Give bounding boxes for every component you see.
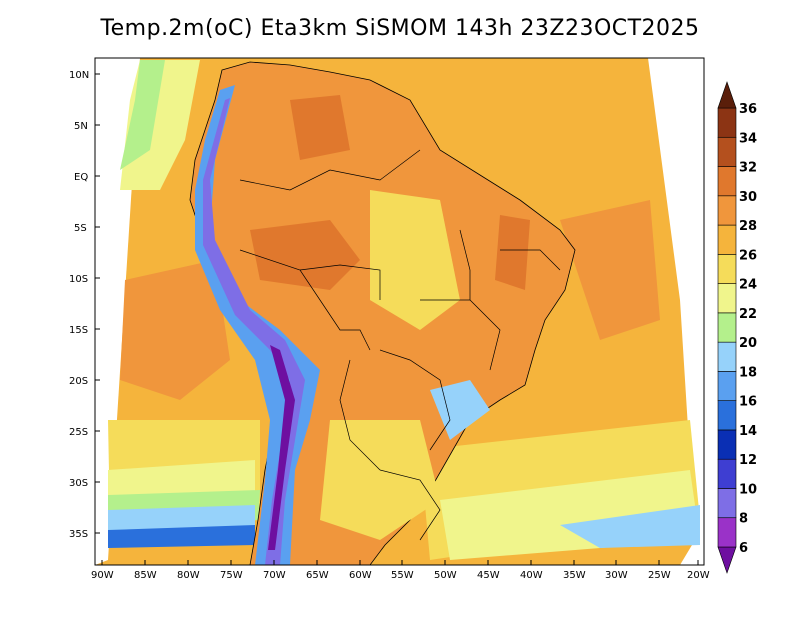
colorbar-label: 10 — [739, 482, 757, 497]
lat-label: 5N — [74, 121, 88, 132]
colorbar-segment — [717, 341, 737, 372]
colorbar-segment — [717, 224, 737, 255]
lon-label: 50W — [434, 570, 457, 581]
lat-label: 35S — [69, 529, 88, 540]
colorbar-segment — [717, 546, 737, 574]
lon-label: 40W — [520, 570, 543, 581]
colorbar-segment — [717, 166, 737, 197]
colorbar-label: 36 — [739, 102, 757, 117]
map-title: Temp.2m(oC) Eta3km SiSMOM 143h 23Z23OCT2… — [100, 16, 700, 41]
colorbar-label: 26 — [739, 248, 757, 263]
south-pacific-warm — [120, 260, 230, 400]
colorbar-segment — [717, 283, 737, 314]
colorbar: 6 8 10 12 14 16 18 20 22 24 26 28 30 32 34 36 — [717, 81, 757, 574]
northeast-hot-patch — [495, 215, 530, 290]
amazon-hot-patch — [250, 220, 360, 290]
lat-label: 20S — [69, 376, 88, 387]
colorbar-label: 28 — [739, 219, 757, 234]
lon-label: 80W — [177, 570, 200, 581]
central-yellow-patch — [370, 190, 460, 330]
colorbar-label: 30 — [739, 190, 757, 205]
southeast-cool-patch — [430, 380, 490, 440]
map-frame — [94, 57, 705, 566]
lon-label: 55W — [391, 570, 414, 581]
lon-label: 60W — [349, 570, 372, 581]
lon-label: 85W — [134, 570, 157, 581]
colorbar-label: 16 — [739, 395, 757, 410]
pacific-cool-band-2 — [120, 60, 165, 170]
lat-label: 10N — [69, 70, 89, 81]
south-yellow-patch — [320, 420, 440, 540]
lon-label: 35W — [563, 570, 586, 581]
lon-label: 30W — [605, 570, 628, 581]
lon-label: 75W — [220, 570, 243, 581]
colorbar-label: 20 — [739, 336, 757, 351]
north-hot-patch — [290, 95, 350, 160]
andes-core — [203, 98, 305, 565]
lon-label: 90W — [91, 570, 114, 581]
temperature-map — [95, 58, 704, 565]
colorbar-segment — [717, 517, 737, 548]
colorbar-label: 22 — [739, 307, 757, 322]
lat-label: 5S — [74, 223, 87, 234]
colorbar-label: 18 — [739, 365, 757, 380]
colorbar-segment — [717, 400, 737, 431]
lat-label: EQ — [74, 172, 88, 183]
colorbar-segment — [717, 254, 737, 284]
colorbar-segment — [717, 458, 737, 489]
colorbar-segment — [717, 429, 737, 460]
lat-label: 30S — [69, 478, 88, 489]
lon-label: 25W — [648, 570, 671, 581]
colorbar-label: 8 — [739, 512, 748, 527]
colorbar-segment — [717, 312, 737, 343]
political-borders — [239, 149, 561, 541]
lon-label: 70W — [263, 570, 286, 581]
colorbar-segment — [717, 195, 737, 226]
colorbar-label: 12 — [739, 453, 757, 468]
lat-axis: 10N 5N EQ 5S 10S 15S 20S 25S 30S 35S — [69, 70, 100, 540]
colorbar-label: 32 — [739, 161, 757, 176]
colorbar-segment — [717, 107, 737, 138]
colorbar-segment — [717, 81, 737, 109]
east-atlantic-warm — [560, 200, 660, 340]
colorbar-segment — [717, 488, 737, 519]
colorbar-label: 34 — [739, 131, 757, 146]
andes-peak — [268, 345, 295, 550]
lat-label: 25S — [69, 427, 88, 438]
colorbar-label: 24 — [739, 278, 757, 293]
colorbar-label: 14 — [739, 424, 757, 439]
lat-label: 10S — [69, 274, 88, 285]
lon-axis: 90W 85W 80W 75W 70W 65W 60W 55W 50W 45W … — [91, 560, 710, 581]
south-coast-band-blue — [108, 525, 255, 548]
colorbar-label: 6 — [739, 541, 748, 556]
lon-label: 20W — [687, 570, 710, 581]
lon-label: 65W — [306, 570, 329, 581]
lat-label: 15S — [69, 325, 88, 336]
south-atlantic-cool-3 — [560, 505, 700, 548]
colorbar-segment — [717, 371, 737, 401]
colorbar-segment — [717, 136, 737, 167]
lon-label: 45W — [477, 570, 500, 581]
